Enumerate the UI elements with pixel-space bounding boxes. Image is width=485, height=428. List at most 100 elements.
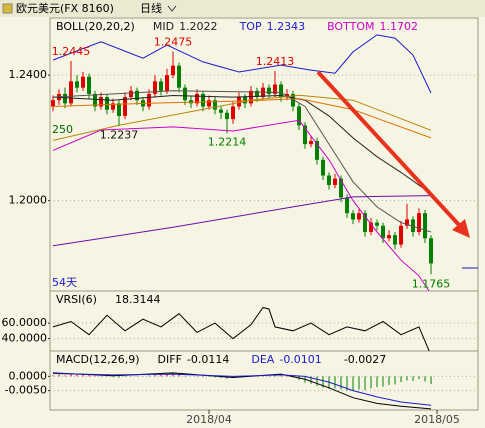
candle-body (321, 159, 326, 176)
candle-body (375, 222, 380, 226)
candle-body (69, 81, 74, 104)
candle-body (75, 81, 80, 88)
candle-body (393, 235, 398, 245)
extreme-label: 1.1765 (412, 277, 451, 290)
candle-body (267, 87, 272, 94)
candle-body (159, 81, 164, 91)
candle-body (213, 100, 218, 110)
arrow (316, 70, 462, 228)
legend-text: -0.0027 (344, 353, 386, 366)
candle-body (369, 222, 374, 233)
legend-text: 18.3144 (115, 293, 161, 306)
panel (50, 306, 478, 351)
y-tick-label: 0.0000 (9, 369, 48, 382)
candle-body (315, 141, 320, 160)
extreme-label: 1.2413 (256, 55, 295, 68)
candle-body (171, 65, 176, 76)
legend-text: TOP (239, 20, 262, 33)
candle-body (297, 106, 302, 126)
candle-body (111, 103, 116, 110)
panel (50, 34, 478, 291)
candle-body (429, 238, 434, 264)
extreme-label: 1.2445 (52, 45, 91, 58)
legend-text: VRSI(6) (56, 293, 97, 306)
candle-body (165, 75, 170, 91)
candle-body (51, 100, 56, 107)
legend-text: DEA (251, 353, 274, 366)
candle-body (63, 93, 68, 104)
candle-body (87, 76, 92, 94)
toolbar (0, 0, 485, 17)
legend-text: -0.0114 (187, 353, 229, 366)
candle-body (195, 93, 200, 104)
legend-text: DIFF (158, 353, 182, 366)
panel (50, 372, 478, 410)
legend-text: MID (153, 20, 174, 33)
candle-body (327, 175, 332, 185)
candle-body (207, 100, 212, 107)
legend-text: BOLL(20,20,2) (56, 20, 135, 33)
candle-body (237, 97, 242, 107)
candle-body (303, 125, 308, 145)
extreme-label: 1.2237 (100, 128, 139, 141)
y-tick-label: 1.2000 (9, 194, 48, 207)
legend-text: 1.2022 (179, 20, 218, 33)
candle-body (123, 97, 128, 116)
candle-body (339, 178, 344, 198)
plot: 1.2400 1.2000 1.2445 1.2475 1.2413 1.2237 1.22… (2, 20, 478, 426)
annotation: 54天 (52, 276, 77, 289)
candle-body (399, 225, 404, 245)
candle-body (279, 84, 284, 98)
candle-body (129, 90, 134, 98)
candle-body (105, 97, 110, 110)
candle-body (255, 90, 260, 98)
period[interactable]: 日线 (140, 1, 162, 15)
series-line (52, 119, 430, 291)
candle-body (351, 213, 356, 220)
candle-body (231, 106, 236, 120)
candle-body (183, 87, 188, 101)
legend-text: 1.1702 (379, 20, 418, 33)
symbol[interactable]: 欧元美元(FX 8160) (16, 2, 114, 15)
candle-body (81, 76, 86, 88)
candle-body (243, 97, 248, 104)
extreme-label: 1.2475 (154, 36, 193, 49)
y-tick-label: 1.2400 (9, 68, 48, 81)
candle-body (357, 213, 362, 220)
x-tick-label: 2018/05 (414, 413, 460, 426)
candle-body (309, 141, 314, 145)
candle-body (417, 213, 422, 233)
extreme-label: 1.2214 (208, 135, 247, 148)
candle-body (387, 235, 392, 239)
arrow-head (452, 219, 470, 238)
y-tick-label: 60.0000 (2, 316, 48, 329)
candle-body (153, 81, 158, 94)
candle-body (363, 213, 368, 233)
series-line (52, 34, 432, 94)
y-tick-label: -0.0050 (5, 384, 47, 397)
y-tick-label: 40.0000 (2, 332, 48, 345)
candle-body (147, 93, 152, 107)
candle-body (333, 178, 338, 185)
candle-body (135, 90, 140, 101)
series-line (52, 94, 432, 141)
candle-body (201, 93, 206, 107)
series-line (52, 306, 430, 351)
candle-body (405, 219, 410, 226)
series-line (52, 90, 432, 233)
annotation: 250 (52, 123, 73, 136)
candle-body (117, 103, 122, 116)
candle-body (423, 213, 428, 239)
candle-body (345, 197, 350, 214)
legend-text: MACD(12,26,9) (56, 353, 140, 366)
candle-body (99, 97, 104, 107)
series-line (52, 98, 432, 139)
icon[interactable] (2, 3, 13, 14)
legend-text: BOTTOM (327, 20, 374, 33)
series-line (52, 373, 432, 406)
candle-body (291, 93, 296, 107)
candle-body (411, 219, 416, 233)
dropdown[interactable] (167, 5, 177, 12)
